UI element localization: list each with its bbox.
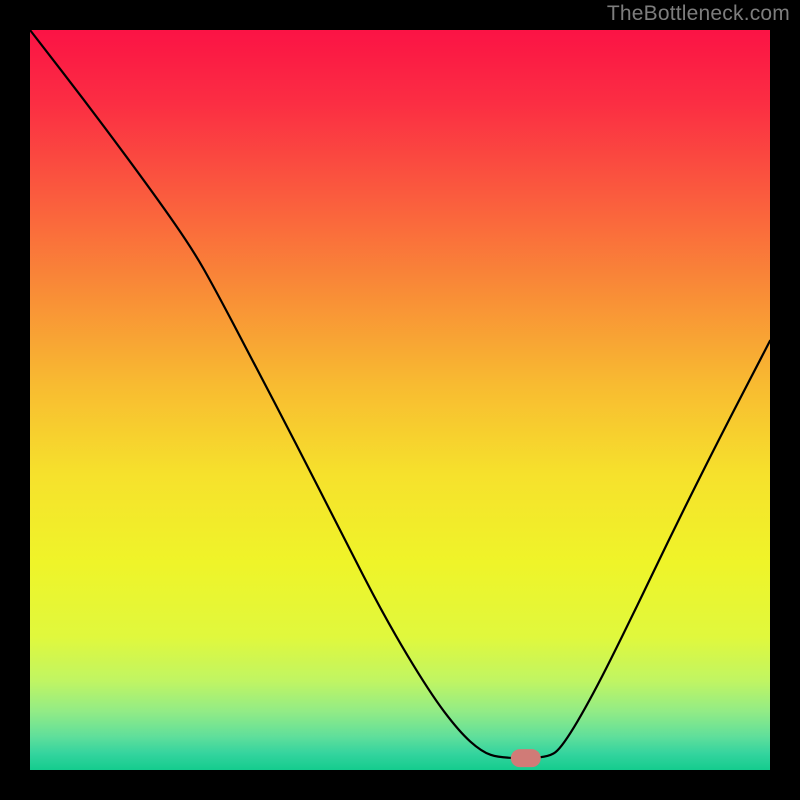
chart-frame: TheBottleneck.com	[0, 0, 800, 800]
watermark-text: TheBottleneck.com	[607, 2, 790, 26]
optimal-marker	[511, 749, 541, 767]
gradient-background	[30, 30, 770, 770]
bottleneck-chart	[0, 0, 800, 800]
